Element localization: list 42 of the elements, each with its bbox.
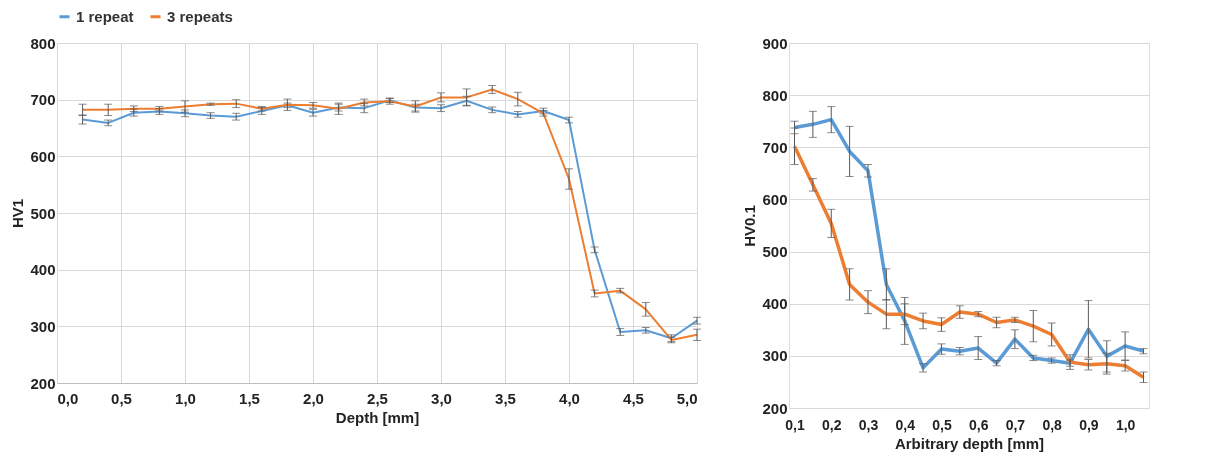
x-tick-label: 1,0	[1115, 416, 1136, 433]
y-axis-title: HV0.1	[741, 205, 759, 247]
y-tick-label: 500	[30, 204, 56, 222]
x-tick-label: 0,5	[932, 416, 952, 433]
x-tick-label: 0,7	[1005, 416, 1026, 433]
x-tick-label: 5,0	[676, 389, 698, 407]
x-tick-label: 2,0	[303, 389, 324, 407]
x-tick-label: 2,5	[367, 389, 388, 407]
x-tick-label: 3,5	[495, 389, 516, 407]
y-tick-label: 300	[30, 317, 56, 335]
x-tick-label: 0,8	[1042, 416, 1063, 433]
y-tick-label: 700	[762, 138, 788, 156]
y-tick-label: 400	[30, 261, 56, 279]
x-tick-label: 1,5	[239, 389, 260, 407]
x-tick-label: 0,4	[895, 416, 916, 433]
x-tick-label: 4,0	[559, 389, 580, 407]
y-tick-label: 500	[762, 243, 788, 261]
x-tick-label: 1,0	[175, 389, 196, 407]
x-axis-title: Depth [mm]	[335, 408, 420, 426]
x-axis-title: Arbitrary depth [mm]	[894, 434, 1045, 452]
y-tick-label: 200	[762, 399, 788, 417]
y-tick-label: 900	[762, 34, 788, 52]
x-tick-label: 0,3	[858, 416, 879, 433]
y-tick-label: 600	[30, 147, 56, 165]
x-tick-label: 0,2	[822, 416, 842, 433]
x-tick-label: 0,0	[57, 389, 79, 407]
y-tick-label: 700	[30, 91, 56, 109]
x-tick-label: 0,1	[785, 416, 805, 433]
legend-label: 3 repeats	[167, 7, 233, 25]
x-tick-label: 0,5	[111, 389, 132, 407]
y-tick-label: 600	[762, 190, 788, 208]
legend-label: 1 repeat	[76, 7, 134, 25]
x-tick-label: 0,9	[1079, 416, 1099, 433]
x-tick-label: 3,0	[431, 389, 452, 407]
y-tick-label: 800	[762, 86, 788, 104]
y-tick-label: 200	[30, 374, 56, 392]
y-axis-title: HV1	[9, 198, 27, 229]
y-tick-label: 300	[762, 347, 788, 365]
y-tick-label: 800	[30, 34, 56, 52]
x-tick-label: 4,5	[623, 389, 644, 407]
y-tick-label: 400	[762, 295, 788, 313]
x-tick-label: 0,6	[968, 416, 989, 433]
